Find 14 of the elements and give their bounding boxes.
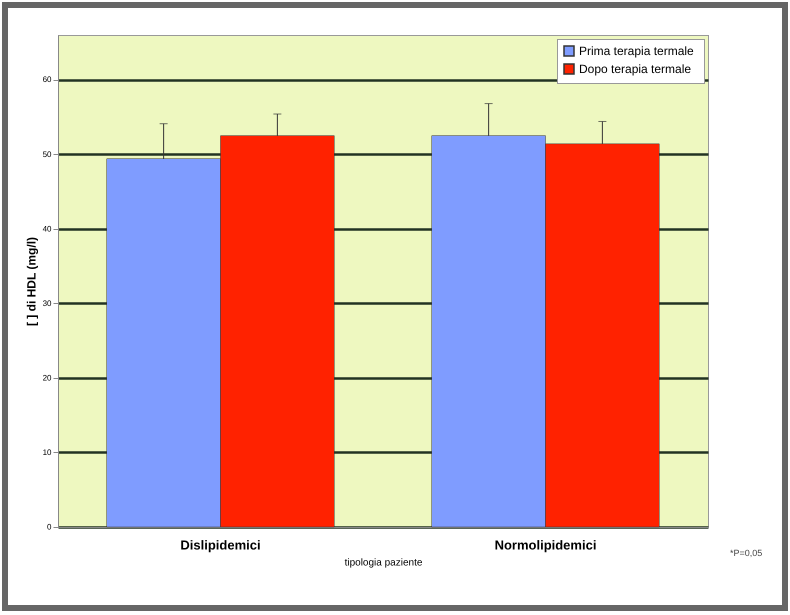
text: *P=0,05 xyxy=(730,548,762,558)
y-axis-title: [ ] di HDL (mg/l) xyxy=(24,236,39,326)
y-tick-label: 40 xyxy=(42,224,52,234)
x-tick-label: Dislipidemici xyxy=(180,538,261,552)
y-tick-label: 50 xyxy=(42,150,52,159)
y-tick-label: 20 xyxy=(42,373,52,382)
x-axis-title: tipologia paziente xyxy=(344,558,423,568)
legend-label: Dopo terapia termale xyxy=(579,62,692,76)
y-tick-label: 30 xyxy=(42,298,52,308)
y-tick-label: 60 xyxy=(42,75,52,84)
y-tick-label: 10 xyxy=(42,448,52,457)
x-tick-label: Normolipidemici xyxy=(494,538,596,552)
legend-label: Prima terapia termale xyxy=(579,44,694,58)
y-tick-label: 0 xyxy=(47,522,52,532)
